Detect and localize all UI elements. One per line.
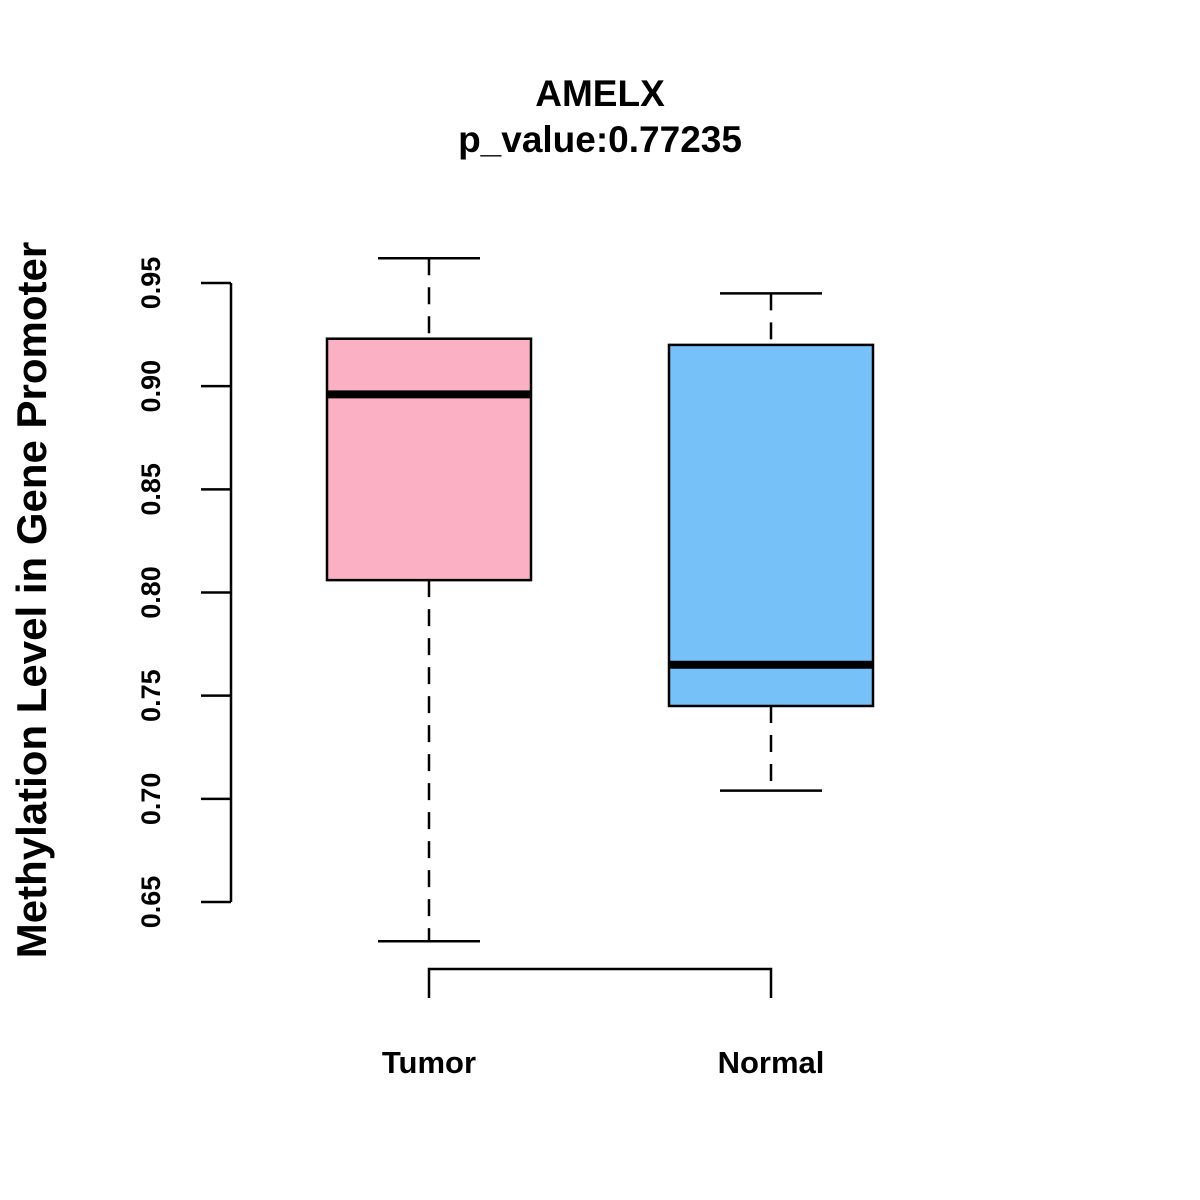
y-axis: 0.65 0.70 0.75 0.80 0.85 0.90 0.95 bbox=[136, 257, 233, 929]
comparison-bracket bbox=[427, 967, 773, 998]
chart-subtitle: p_value:0.77235 bbox=[458, 119, 742, 160]
y-axis-label: Methylation Level in Gene Promoter bbox=[8, 242, 55, 958]
iqr-box bbox=[667, 343, 875, 708]
box-normal bbox=[667, 292, 875, 792]
y-tick-label: 0.70 bbox=[136, 773, 166, 826]
x-axis-labels: Tumor Normal bbox=[382, 1045, 824, 1080]
y-tick-label: 0.75 bbox=[136, 669, 166, 722]
y-tick-label: 0.90 bbox=[136, 360, 166, 413]
x-category-label: Normal bbox=[718, 1045, 825, 1080]
y-tick-label: 0.80 bbox=[136, 566, 166, 619]
y-tick-label: 0.95 bbox=[136, 257, 166, 310]
y-tick-label: 0.65 bbox=[136, 876, 166, 929]
bracket-line bbox=[427, 967, 773, 998]
y-tick-label: 0.85 bbox=[136, 463, 166, 516]
x-category-label: Tumor bbox=[382, 1045, 476, 1080]
boxes-group bbox=[325, 256, 875, 943]
chart-title: AMELX bbox=[535, 73, 665, 114]
box-tumor bbox=[325, 256, 533, 943]
iqr-box bbox=[325, 337, 533, 582]
